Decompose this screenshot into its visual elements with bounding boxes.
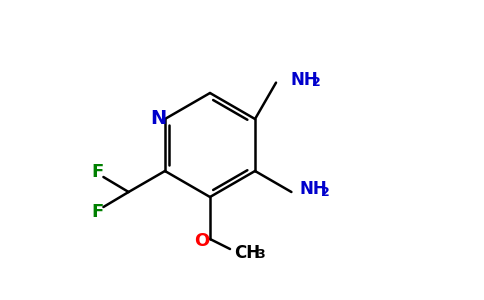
Text: F: F — [91, 163, 104, 181]
Text: N: N — [150, 109, 166, 128]
Text: O: O — [195, 232, 210, 250]
Text: 2: 2 — [312, 76, 321, 89]
Text: NH: NH — [290, 70, 318, 88]
Text: 3: 3 — [256, 248, 265, 262]
Text: NH: NH — [300, 180, 327, 198]
Text: CH: CH — [234, 244, 260, 262]
Text: 2: 2 — [321, 185, 330, 199]
Text: F: F — [91, 203, 104, 221]
